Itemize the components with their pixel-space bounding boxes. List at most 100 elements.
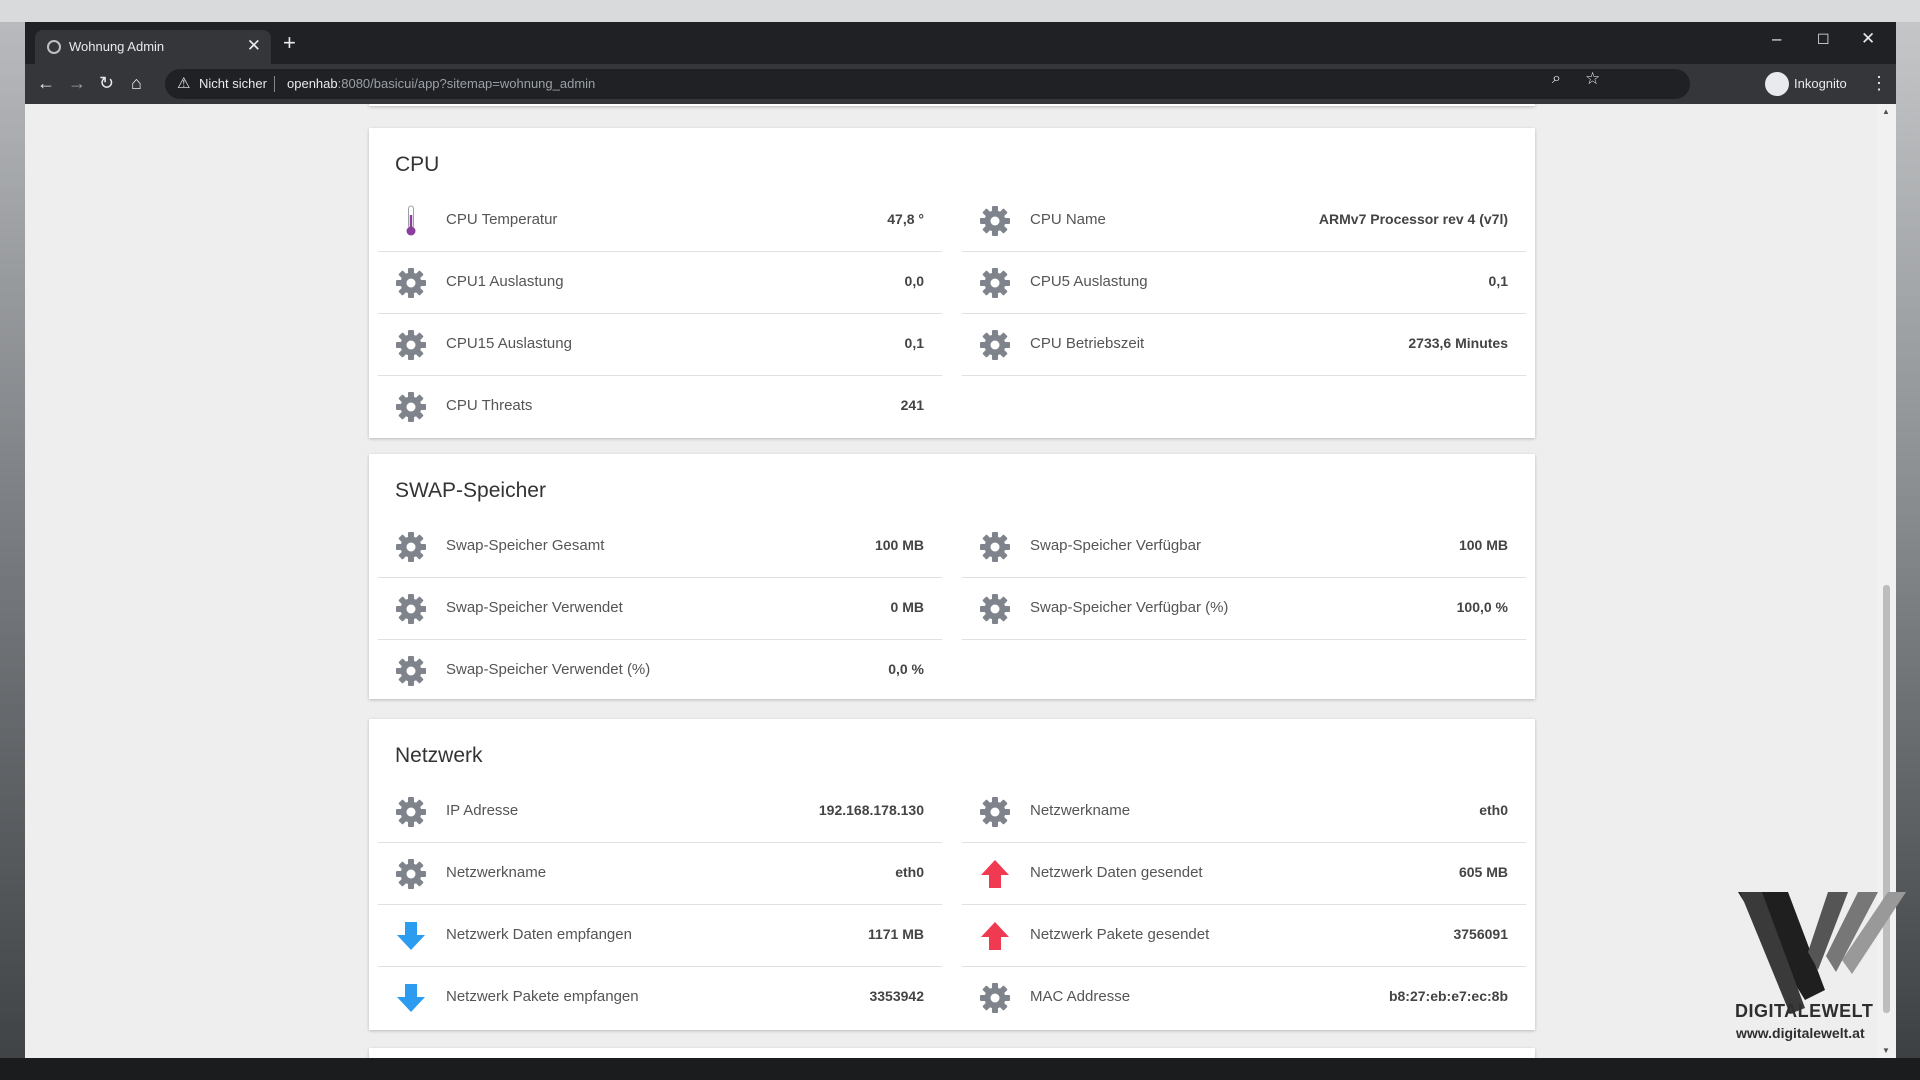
desktop-background-left xyxy=(0,22,25,1080)
item-label: Swap-Speicher Gesamt xyxy=(446,537,605,554)
item-label: IP Adresse xyxy=(446,802,519,819)
url-text[interactable]: openhab:8080/basicui/app?sitemap=wohnung… xyxy=(287,76,595,91)
browser-titlebar: Wohnung Admin ✕ + – ☐ ✕ xyxy=(25,22,1896,64)
browser-window: Wohnung Admin ✕ + – ☐ ✕ ← → ↻ ⌂ ⚠ Nicht … xyxy=(25,22,1896,1058)
item-label: Swap-Speicher Verfügbar xyxy=(1030,537,1201,554)
warning-icon[interactable]: ⚠ xyxy=(177,75,191,92)
security-label[interactable]: Nicht sicher xyxy=(199,76,267,91)
list-item-swap-speicher-verf-gbar[interactable]: Swap-Speicher Verfügbar 100 MB xyxy=(962,516,1526,578)
close-window-button[interactable]: ✕ xyxy=(1861,29,1876,48)
list-item-cpu5-auslastung[interactable]: CPU5 Auslastung 0,1 xyxy=(962,252,1526,314)
item-value: 47,8 ° xyxy=(887,211,924,227)
gear-icon xyxy=(396,532,426,562)
desktop-taskbar-strip xyxy=(0,1058,1920,1080)
browser-toolbar: ← → ↻ ⌂ ⚠ Nicht sicher openhab:8080/basi… xyxy=(25,64,1896,104)
item-label: CPU Name xyxy=(1030,211,1106,228)
item-value: 3756091 xyxy=(1453,926,1508,942)
arrow-up-icon xyxy=(981,860,1009,888)
list-item-ip-adresse[interactable]: IP Adresse 192.168.178.130 xyxy=(378,781,942,843)
list-item-cpu1-auslastung[interactable]: CPU1 Auslastung 0,0 xyxy=(378,252,942,314)
list-item-cpu-betriebszeit[interactable]: CPU Betriebszeit 2733,6 Minutes xyxy=(962,314,1526,376)
gear-icon xyxy=(396,392,426,422)
item-label: CPU Temperatur xyxy=(446,211,558,228)
arrow-down-icon xyxy=(397,922,425,950)
list-item-cpu15-auslastung[interactable]: CPU15 Auslastung 0,1 xyxy=(378,314,942,376)
item-value: eth0 xyxy=(895,864,924,880)
home-icon[interactable]: ⌂ xyxy=(131,73,142,93)
item-value: 0,0 % xyxy=(888,661,924,677)
item-value: 192.168.178.130 xyxy=(818,802,924,818)
item-value: 0,1 xyxy=(1488,273,1508,289)
list-item-cpu-temperatur[interactable]: CPU Temperatur 47,8 ° xyxy=(378,190,942,252)
kebab-menu-icon[interactable]: ⋮ xyxy=(1870,73,1888,93)
maximize-button[interactable]: ☐ xyxy=(1817,31,1830,47)
forward-icon[interactable]: → xyxy=(68,73,86,93)
gear-icon xyxy=(396,330,426,360)
watermark-brand: DIGITALEWELT xyxy=(1735,1001,1874,1021)
zoom-icon[interactable]: ⌕ xyxy=(1552,70,1561,87)
desktop-background-right xyxy=(1896,22,1920,1080)
network-section-title: Netzwerk xyxy=(395,744,483,767)
item-value: 100 MB xyxy=(1458,537,1508,553)
item-value: 605 MB xyxy=(1458,864,1508,880)
digitalewelt-logo xyxy=(1738,892,1906,1014)
gear-icon xyxy=(396,797,426,827)
gear-icon xyxy=(396,268,426,298)
item-value: eth0 xyxy=(1479,802,1508,818)
item-value: 2733,6 Minutes xyxy=(1408,335,1508,351)
item-label: CPU15 Auslastung xyxy=(446,335,572,352)
item-value: 1171 MB xyxy=(867,926,924,942)
list-item-netzwerkname[interactable]: Netzwerkname eth0 xyxy=(378,843,942,905)
page-scrollbar[interactable]: ▲ ▼ xyxy=(1877,104,1896,1058)
address-bar[interactable]: ⚠ Nicht sicher openhab:8080/basicui/app?… xyxy=(165,69,1690,99)
gear-icon xyxy=(396,656,426,686)
item-value: 0,1 xyxy=(904,335,924,351)
gear-icon xyxy=(396,594,426,624)
list-item-swap-speicher-gesamt[interactable]: Swap-Speicher Gesamt 100 MB xyxy=(378,516,942,578)
item-value: 3353942 xyxy=(869,988,924,1004)
address-divider xyxy=(274,76,275,92)
item-label: MAC Addresse xyxy=(1030,988,1131,1005)
browser-tab[interactable]: Wohnung Admin ✕ xyxy=(35,30,271,64)
item-label: CPU5 Auslastung xyxy=(1030,273,1148,290)
list-item-mac-addresse[interactable]: MAC Addresse b8:27:eb:e7:ec:8b xyxy=(962,967,1526,1029)
swap-card: SWAP-Speicher Swap-Speicher Gesamt 100 MB… xyxy=(369,454,1535,699)
previous-card-edge xyxy=(369,104,1535,106)
list-item-netzwerk-daten-gesendet[interactable]: Netzwerk Daten gesendet 605 MB xyxy=(962,843,1526,905)
list-item-swap-speicher-verf-gbar[interactable]: Swap-Speicher Verfügbar (%) 100,0 % xyxy=(962,578,1526,640)
item-value: 0,0 xyxy=(904,273,924,289)
new-tab-button[interactable]: + xyxy=(283,30,296,55)
list-item-swap-speicher-verwendet[interactable]: Swap-Speicher Verwendet (%) 0,0 % xyxy=(378,640,942,702)
item-value: 100 MB xyxy=(874,537,924,553)
scrollbar-thumb[interactable] xyxy=(1883,585,1890,1013)
item-label: Swap-Speicher Verwendet (%) xyxy=(446,661,651,678)
cpu-section-title: CPU xyxy=(395,153,440,176)
list-item-netzwerkname[interactable]: Netzwerkname eth0 xyxy=(962,781,1526,843)
item-value: 0 MB xyxy=(890,599,924,615)
list-item-cpu-threats[interactable]: CPU Threats 241 xyxy=(378,376,942,438)
tab-close-icon[interactable]: ✕ xyxy=(246,36,261,55)
list-item-netzwerk-pakete-empfangen[interactable]: Netzwerk Pakete empfangen 3353942 xyxy=(378,967,942,1029)
minimize-button[interactable]: – xyxy=(1772,29,1782,48)
cpu-card: CPU CPU Temperatur 47,8 ° CPU Name ARMv7 Pr… xyxy=(369,128,1535,438)
gear-icon xyxy=(396,859,426,889)
scroll-down-arrow-icon[interactable]: ▼ xyxy=(1882,1046,1890,1055)
scroll-up-arrow-icon[interactable]: ▲ xyxy=(1882,107,1890,116)
list-item-swap-speicher-verwendet[interactable]: Swap-Speicher Verwendet 0 MB xyxy=(378,578,942,640)
item-label: Netzwerkname xyxy=(446,864,547,881)
incognito-icon[interactable] xyxy=(1765,72,1789,96)
bookmark-star-icon[interactable]: ☆ xyxy=(1585,69,1601,88)
list-item-netzwerk-pakete-gesendet[interactable]: Netzwerk Pakete gesendet 3756091 xyxy=(962,905,1526,967)
list-item-cpu-name[interactable]: CPU Name ARMv7 Processor rev 4 (v7l) xyxy=(962,190,1526,252)
next-card-edge xyxy=(369,1048,1535,1058)
reload-icon[interactable]: ↻ xyxy=(99,73,115,93)
gear-icon xyxy=(980,532,1010,562)
profile-label[interactable]: Inkognito xyxy=(1794,76,1847,91)
gear-icon xyxy=(980,983,1010,1013)
thermometer-icon xyxy=(406,205,416,236)
gear-icon xyxy=(980,330,1010,360)
arrow-down-icon xyxy=(397,984,425,1012)
tab-favicon-icon xyxy=(47,40,61,54)
list-item-netzwerk-daten-empfangen[interactable]: Netzwerk Daten empfangen 1171 MB xyxy=(378,905,942,967)
back-icon[interactable]: ← xyxy=(37,73,55,93)
